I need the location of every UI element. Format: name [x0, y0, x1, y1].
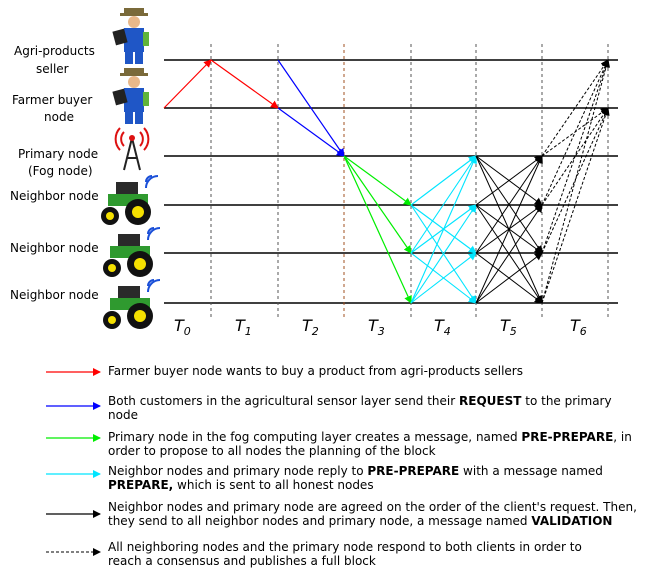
legend-text: All neighboring nodes and the primary no… [108, 540, 648, 568]
cyan-arrow [410, 155, 477, 206]
green-arrow [343, 155, 412, 254]
black-arrow [475, 155, 543, 304]
legend-line: order to propose to all nodes the planni… [108, 444, 436, 458]
cyan-arrow [410, 204, 477, 304]
legend-line: they send to all neighbor nodes and prim… [108, 514, 613, 528]
dashed-black-arrow [541, 107, 610, 304]
farmer-icon [112, 8, 149, 64]
legend-text: Farmer buyer node wants to buy a product… [108, 364, 523, 378]
farmer-icon [112, 68, 149, 124]
cyan-arrow [410, 155, 477, 254]
time-label-t0: T0 [174, 316, 191, 338]
black-arrow [475, 252, 543, 304]
dashed-black-arrow [541, 107, 609, 206]
seller-label: Agri-products seller [14, 44, 99, 76]
time-label-t6: T6 [570, 316, 587, 338]
dashed-black-arrow [541, 59, 609, 157]
legend-text: Primary node in the fog computing layer … [108, 430, 648, 458]
legend-line: Primary node in the fog computing layer … [108, 430, 632, 444]
time-label-t2: T2 [302, 316, 319, 338]
legend-swatch-black [46, 510, 101, 518]
green-arrow [343, 155, 412, 206]
legend-swatch-dashed [46, 548, 101, 556]
legend-swatch-green [46, 434, 101, 442]
legend-swatch-cyan [46, 470, 101, 478]
legend-text: Neighbor nodes and primary node reply to… [108, 464, 648, 492]
legend-line: PREPARE, which is sent to all honest nod… [108, 478, 374, 492]
legend-line: All neighboring nodes and the primary no… [108, 540, 582, 554]
legend-swatch-blue [46, 402, 101, 410]
tractor-icon [103, 279, 161, 329]
green-arrow [343, 155, 412, 304]
message-flow-diagram: Agri-products seller Farmer buyer node P… [10, 8, 618, 338]
time-label-t5: T5 [500, 316, 517, 338]
neighbor-label-3: Neighbor node [10, 288, 99, 302]
time-label-t3: T3 [368, 316, 385, 338]
antenna-tower-icon [114, 127, 150, 171]
black-arrow [475, 155, 543, 206]
red-arrow [210, 59, 279, 109]
black-arrow [475, 155, 543, 254]
legend-line: node [108, 408, 138, 422]
time-label-t4: T4 [434, 316, 451, 338]
legend-text: Both customers in the agricultural senso… [108, 394, 648, 422]
blue-arrow [277, 59, 345, 157]
buyer-label: Farmer buyer node [12, 93, 96, 124]
cyan-arrow [410, 155, 477, 304]
dashed-black-arrow [541, 59, 609, 206]
legend-line: Neighbor nodes and primary node reply to… [108, 464, 603, 478]
blue-arrow [277, 107, 345, 157]
time-label-t1: T1 [235, 316, 252, 338]
red-arrow [163, 59, 212, 109]
dashed-black-arrow [541, 59, 611, 304]
cyan-arrow [410, 252, 477, 304]
primary-label: Primary node (Fog node) [18, 147, 102, 178]
legend-swatch-red [46, 368, 101, 376]
neighbor-label-1: Neighbor node [10, 189, 99, 203]
legend-line: Both customers in the agricultural senso… [108, 394, 612, 408]
dashed-black-arrow [541, 107, 609, 254]
tractor-icon [103, 227, 161, 277]
dashed-black-arrow [541, 107, 609, 157]
legend-line: Neighbor nodes and primary node are agre… [108, 500, 637, 514]
black-arrow [475, 204, 543, 304]
dashed-black-arrow [541, 59, 610, 254]
neighbor-label-2: Neighbor node [10, 241, 99, 255]
tractor-icon [101, 175, 159, 225]
legend-text: Neighbor nodes and primary node are agre… [108, 500, 648, 528]
legend-line: reach a consensus and publishes a full b… [108, 554, 376, 568]
